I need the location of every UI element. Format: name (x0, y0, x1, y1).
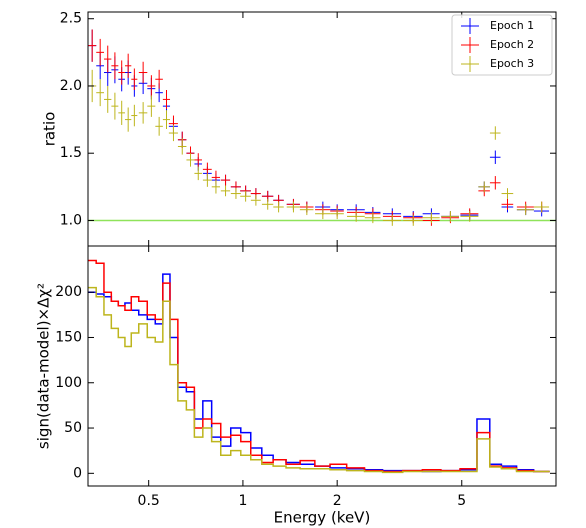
x-tick-label: 0.5 (138, 493, 160, 509)
y-tick-label: 150 (55, 329, 82, 345)
legend-box (451, 14, 553, 76)
y-tick-label: 200 (55, 284, 82, 300)
step-line (88, 286, 550, 474)
x-axis-label: Energy (keV) (274, 509, 371, 527)
legend-label: Epoch 3 (490, 57, 534, 70)
y-axis-label: sign(data-model)×Δχ² (35, 283, 53, 449)
legend-label: Epoch 1 (490, 19, 534, 32)
step-line (88, 259, 550, 473)
y-tick-label: 1.0 (60, 212, 82, 228)
y-tick-label: 0 (73, 465, 82, 481)
axes-frame (87, 245, 557, 487)
y-tick-label: 1.5 (60, 145, 82, 161)
x-tick-label: 2 (333, 493, 342, 509)
y-tick-label: 50 (64, 420, 82, 436)
y-tick-label: 2.0 (60, 78, 82, 94)
x-tick-label: 5 (457, 493, 466, 509)
step-line (88, 273, 550, 473)
y-axis-label: ratio (41, 112, 59, 147)
plot-area (88, 29, 556, 226)
legend-label: Epoch 2 (490, 38, 534, 51)
x-tick-label: 1 (238, 493, 247, 509)
y-tick-label: 100 (55, 375, 82, 391)
y-tick-label: 2.5 (60, 11, 82, 27)
plot-area (88, 259, 550, 474)
